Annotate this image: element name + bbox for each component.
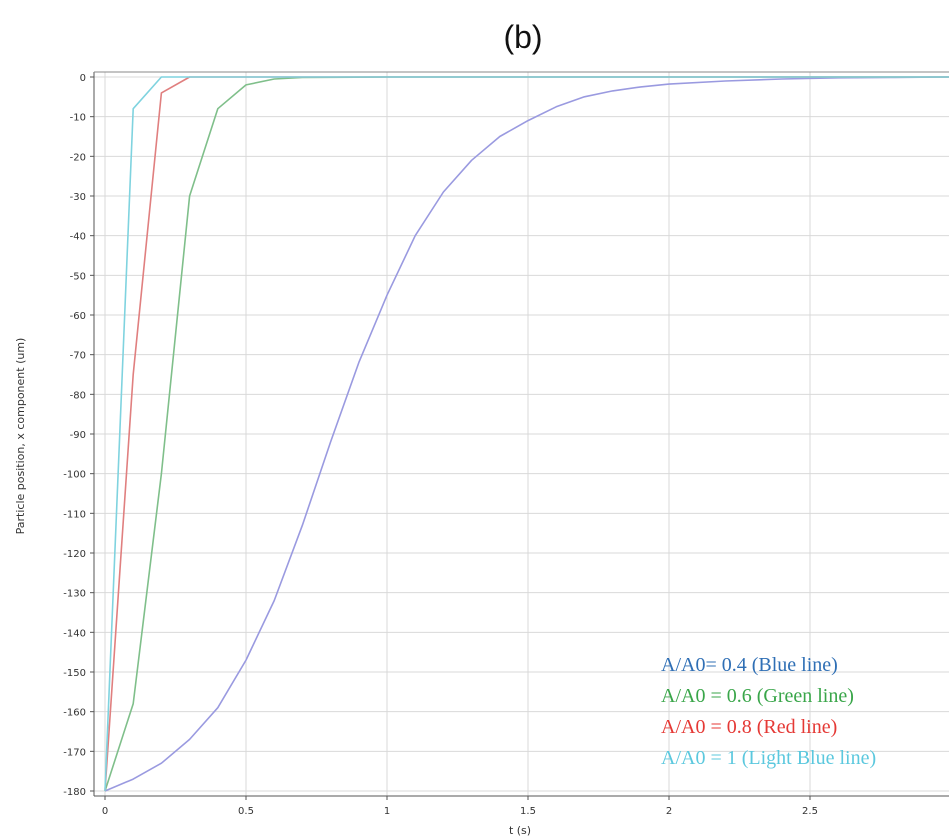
y-tick-label: -20 [70, 152, 86, 163]
x-tick-label: 2.5 [802, 806, 818, 817]
legend-entry-3: A/A0 = 1 (Light Blue line) [661, 747, 876, 769]
legend-entry-2: A/A0 = 0.8 (Red line) [661, 716, 837, 738]
series-lines [104, 76, 949, 792]
x-tick-label: 1 [384, 806, 390, 817]
x-axis-title: t (s) [509, 824, 531, 837]
y-tick-label: -150 [63, 668, 86, 679]
legend-entry-0: A/A0= 0.4 (Blue line) [661, 654, 838, 676]
tick-labels: 0 0.5 1 1.5 2 2.5 0 -10 -20 -30 -40 -50 -60 -70 -80 -90… [63, 73, 818, 817]
y-tick-label: -160 [63, 708, 86, 719]
y-axis-title: Particle position, x component (um) [14, 338, 27, 535]
legend: A/A0= 0.4 (Blue line) A/A0 = 0.6 (Green … [661, 654, 876, 769]
y-tick-label: -120 [63, 549, 86, 560]
y-tick-label: -140 [63, 628, 86, 639]
y-tick-label: -130 [63, 589, 86, 600]
series-line-0 [104, 76, 949, 792]
x-tick-label: 0.5 [238, 806, 254, 817]
grid [94, 72, 949, 796]
y-tick-label: -30 [70, 192, 86, 203]
y-tick-label: -60 [70, 311, 86, 322]
y-tick-label: -80 [70, 390, 86, 401]
series-line-3 [104, 76, 949, 792]
y-tick-label: 0 [80, 73, 86, 84]
x-tick-label: 2 [666, 806, 672, 817]
x-tick-label: 1.5 [520, 806, 536, 817]
x-tick-label: 0 [102, 806, 108, 817]
y-tick-label: -180 [63, 787, 86, 798]
chart-title: (b) [503, 19, 542, 55]
y-tick-label: -110 [63, 509, 86, 520]
y-tick-label: -50 [70, 271, 86, 282]
y-tick-label: -90 [70, 430, 86, 441]
y-tick-label: -170 [63, 747, 86, 758]
y-tick-label: -100 [63, 470, 86, 481]
axes [90, 71, 949, 800]
y-tick-label: -10 [70, 113, 86, 124]
y-tick-label: -40 [70, 232, 86, 243]
legend-entry-1: A/A0 = 0.6 (Green line) [661, 685, 854, 707]
y-tick-label: -70 [70, 351, 86, 362]
